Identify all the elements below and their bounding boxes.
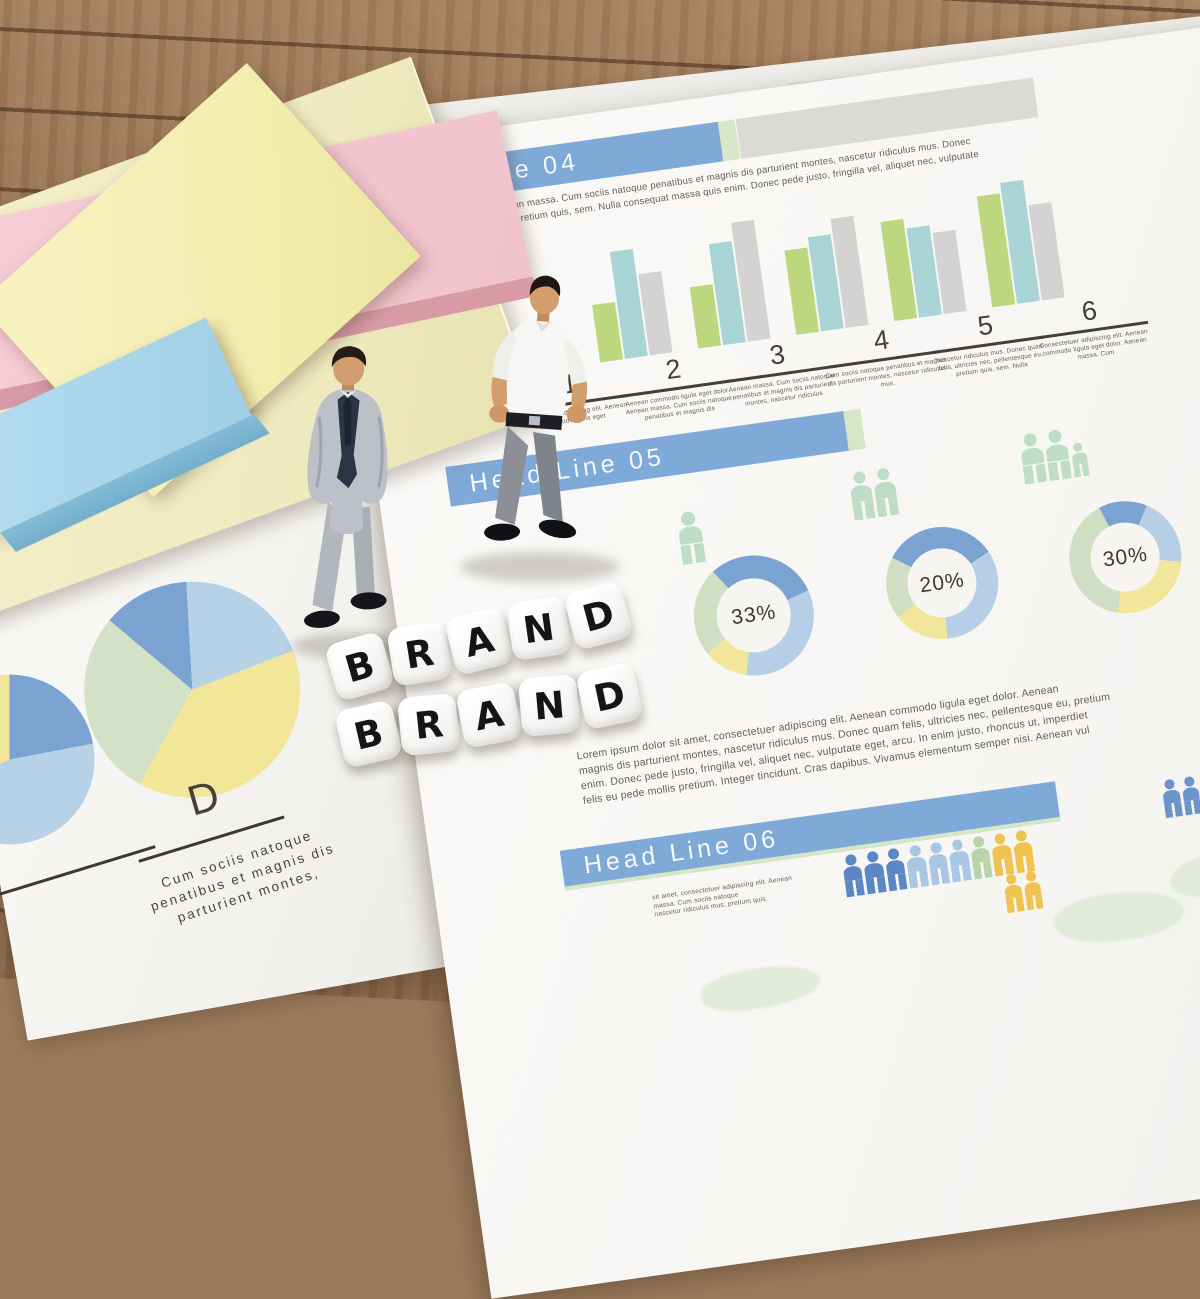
die-letter: D (590, 671, 629, 721)
map-shape (1167, 847, 1200, 903)
map-shape (698, 960, 824, 1017)
figurine-businessman-suit (304, 346, 388, 628)
forearm (491, 377, 508, 408)
person-icon (1180, 775, 1200, 816)
die-letter: R (401, 630, 437, 678)
person-icon-group-family (1018, 426, 1090, 485)
bar-group (682, 219, 771, 349)
jacket-shading (315, 416, 384, 488)
figurine-shadow (460, 552, 620, 582)
person-icon (872, 467, 900, 518)
banner-green-tip (843, 408, 866, 451)
headline-06-label: Head Line 06 (582, 823, 781, 879)
letter-die: D (575, 661, 644, 731)
die-letter: A (470, 691, 508, 739)
sleeve (563, 338, 587, 387)
shoe (538, 519, 577, 539)
person-icon (947, 838, 972, 883)
person-icon (905, 844, 930, 889)
person-icon (1018, 432, 1048, 485)
person-icon (1011, 829, 1036, 874)
figurine-man-shirt (484, 275, 588, 541)
die-letter: N (531, 682, 567, 729)
left-sheet-text: Cum sociis natoque penatibus et magnis d… (120, 813, 366, 941)
shoe (484, 523, 521, 541)
person-icon (676, 510, 706, 565)
person-icon (862, 850, 887, 895)
person-icon-pair-yellow (1003, 870, 1044, 914)
belt-buckle (528, 415, 541, 426)
die-letter: B (340, 641, 380, 691)
donut-percentage: 30% (1101, 542, 1150, 572)
person-icon (926, 841, 951, 886)
item-text: Consectetuer adipiscing elit. Aenean com… (1039, 327, 1149, 361)
person-icon-group-single (676, 510, 706, 565)
hair (331, 346, 367, 368)
fist (566, 405, 587, 424)
donut-chart-33: 33% (686, 547, 822, 684)
donut-label: 30% (1086, 518, 1165, 597)
collar (534, 319, 552, 333)
donut-label: 33% (711, 573, 796, 658)
shoe (304, 610, 340, 628)
pants-leg (533, 432, 563, 523)
person-icon (1043, 428, 1072, 482)
shirt-collar (339, 389, 356, 399)
die-letter: N (520, 604, 557, 652)
die-letter: R (412, 701, 446, 748)
person-icon (1161, 778, 1183, 819)
person-icon-group-pair (848, 467, 900, 521)
face (529, 283, 560, 315)
bar-group (781, 215, 869, 335)
donut-percentage: 20% (918, 567, 967, 598)
face (333, 352, 365, 386)
die-letter: A (459, 616, 499, 666)
donut-chart-20: 20% (878, 519, 1006, 647)
person-icon (990, 832, 1015, 877)
body-paragraph: Lorem ipsum dolor sit amet, consectetuer… (576, 663, 1198, 809)
die-letter: B (349, 709, 388, 759)
donut-label: 20% (903, 543, 982, 623)
headline-06-subtext: sit amet, consectetuer adipiscing elit. … (652, 869, 839, 920)
forearm (571, 381, 588, 410)
sleeve (492, 330, 518, 383)
bar-group (880, 212, 967, 322)
map-shape (1051, 883, 1188, 950)
tie (343, 396, 352, 446)
bar-group (975, 176, 1065, 308)
hair (529, 275, 561, 297)
person-icon (841, 853, 866, 898)
letter-die: A (454, 680, 524, 750)
letter-die: R (386, 620, 453, 687)
letter-die: R (396, 692, 461, 757)
letter-die: N (517, 674, 581, 737)
donut-chart-30: 30% (1062, 494, 1189, 621)
letter-die: B (333, 699, 404, 769)
pants-leg (495, 426, 529, 525)
person-icon (1003, 873, 1025, 914)
person-icon (1022, 870, 1044, 911)
fist (489, 404, 510, 423)
person-icon-pair-blue (1161, 775, 1200, 819)
person-icon (848, 470, 876, 521)
die-letter: D (577, 590, 619, 641)
person-icon (1070, 442, 1090, 478)
letter-die: N (505, 595, 572, 662)
shoe (350, 592, 387, 610)
person-icon (884, 847, 908, 892)
donut-percentage: 33% (729, 600, 778, 630)
shirt (503, 318, 569, 426)
person-icon (969, 835, 993, 880)
